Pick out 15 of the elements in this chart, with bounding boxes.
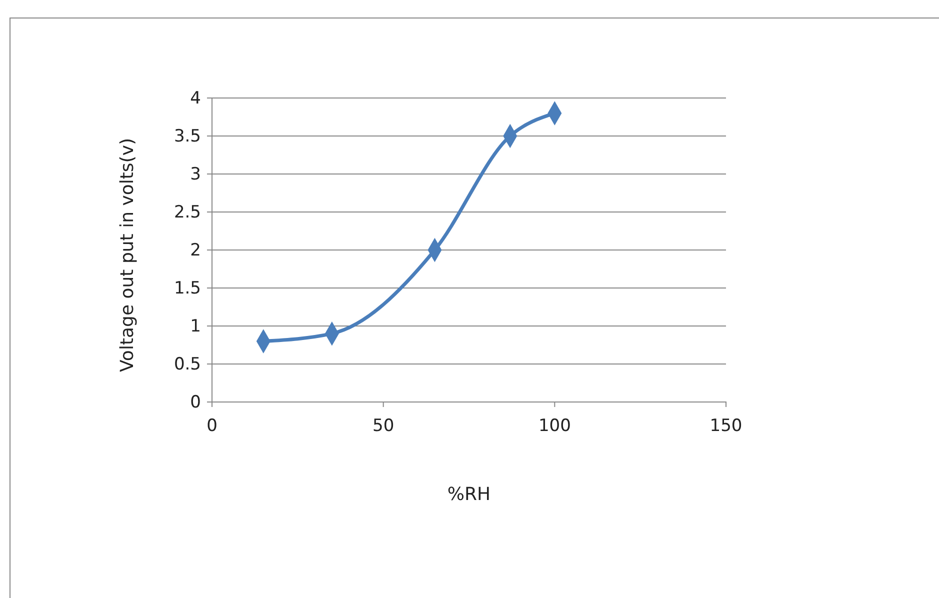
y-tick-label: 1 — [190, 316, 201, 336]
x-tick-label: 50 — [372, 416, 394, 436]
y-tick-label: 1.5 — [174, 278, 201, 298]
x-axis-title: %RH — [447, 484, 491, 505]
y-tick-label: 3 — [190, 164, 201, 184]
x-tick-label: 150 — [710, 416, 742, 436]
y-tick-label: 2 — [190, 240, 201, 260]
x-tick-label: 100 — [538, 416, 571, 436]
y-tick-label: 2.5 — [174, 202, 201, 222]
y-tick-label: 4 — [190, 88, 201, 108]
y-tick-label: 0.5 — [174, 354, 201, 374]
y-tick-label: 3.5 — [174, 126, 201, 146]
x-tick-label: 0 — [206, 416, 218, 436]
y-axis-title: Voltage out put in volts(v) — [117, 138, 138, 372]
y-tick-label: 0 — [190, 392, 201, 412]
